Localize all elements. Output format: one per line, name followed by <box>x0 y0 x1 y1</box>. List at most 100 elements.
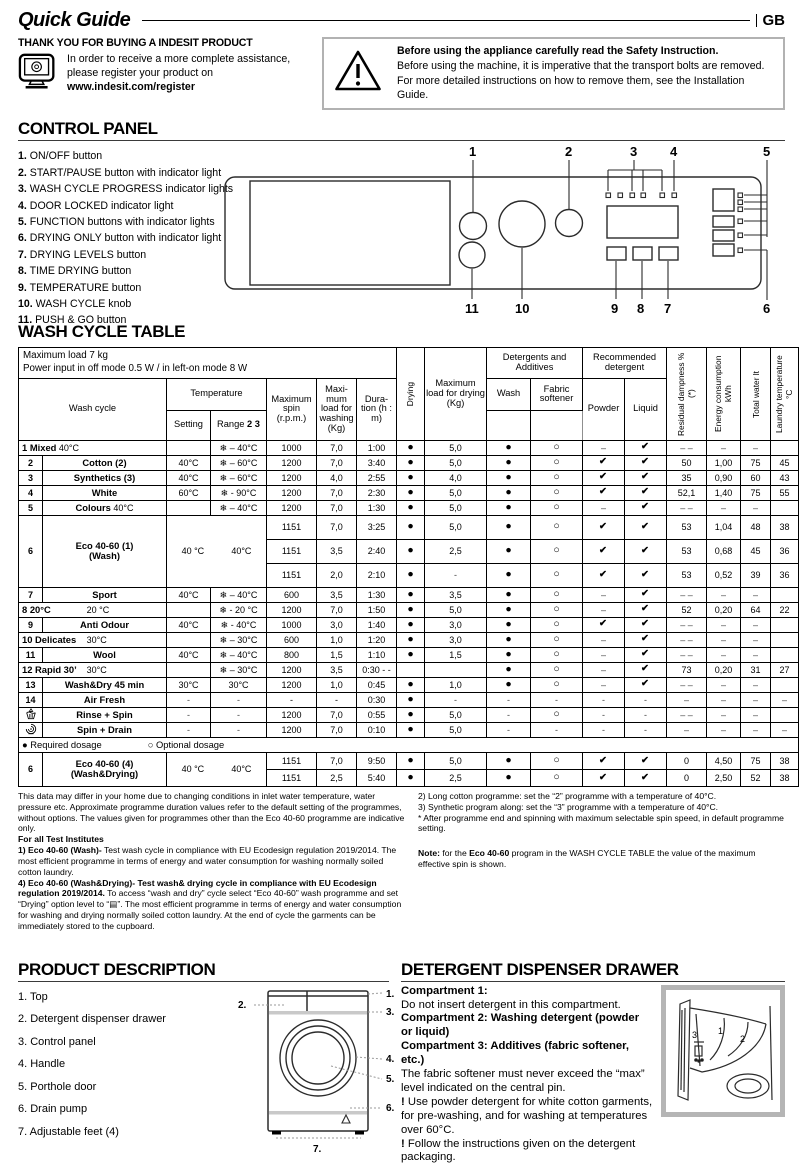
safety-notice-box: Before using the appliance carefully rea… <box>322 37 785 110</box>
table-cell: ● <box>397 647 425 662</box>
table-cell: - <box>625 692 667 707</box>
table-cell: 52 <box>741 769 771 786</box>
table-cell: ✔ <box>625 440 667 455</box>
span-el: Rinse + Spin <box>76 709 133 720</box>
table-cell: Sport <box>43 587 167 602</box>
table-cell: ❄ – 60°C <box>211 470 267 485</box>
table-cell: ● <box>487 769 531 786</box>
rect-el <box>606 193 611 198</box>
callout-label: 9 <box>611 301 618 315</box>
table-cell: 35 <box>667 470 707 485</box>
span-el: Compartment 1: <box>401 985 488 997</box>
col-header-load: Maxi-mum load for washing (Kg) <box>317 378 357 440</box>
table-cell: 7,0 <box>317 752 357 769</box>
table-cell: 1151 <box>267 515 317 539</box>
table-cell: 1200 <box>267 455 317 470</box>
span-el: 1 Mixed <box>22 442 56 453</box>
callout-label: 5. <box>386 1074 395 1085</box>
table-cell: ○ <box>531 470 583 485</box>
ellipse-el <box>735 1079 761 1093</box>
svg-el <box>334 49 382 93</box>
table-cell: 27 <box>771 662 799 677</box>
span-el: For all Test Institutes <box>18 834 104 844</box>
table-cell: 73 <box>667 662 707 677</box>
span-el: Spin + Drain <box>77 724 132 735</box>
b-el: 7. <box>18 249 27 261</box>
table-cell: ● <box>397 769 425 786</box>
table-cell: ✔ <box>625 752 667 769</box>
span-el: Compartment 2: Washing detergent (powder… <box>401 1012 639 1038</box>
table-cell: 5,0 <box>425 455 487 470</box>
table-cell: 3,5 <box>425 587 487 602</box>
table-cell: ● Required dosage○ Optional dosage <box>19 737 799 752</box>
table-cell: ○ <box>531 707 583 722</box>
span-el: In order to receive a more complete assi… <box>67 53 290 65</box>
span-el: 40°C <box>231 764 251 774</box>
table-cell: 40°C <box>167 587 211 602</box>
p-el: The fabric softener must never exceed th… <box>401 1068 653 1096</box>
span-el: 3) Synthetic program along: set the “3” … <box>418 802 718 812</box>
circle-el <box>460 213 487 240</box>
col-header-setting: Setting <box>167 410 211 440</box>
table-cell: – <box>583 602 625 617</box>
div-el: Drying <box>405 382 415 406</box>
b-el: 6. <box>18 232 27 244</box>
span-el: Compartment 3: Additives (fabric softene… <box>401 1040 629 1066</box>
circle-el <box>32 62 42 72</box>
table-cell: – <box>707 617 741 632</box>
table-cell: ✔ <box>583 515 625 539</box>
table-cell: ● <box>487 485 531 500</box>
table-cell: 36 <box>771 563 799 587</box>
circle-el <box>286 1026 350 1090</box>
table-cell <box>771 632 799 647</box>
col-header-water: Total water lt <box>741 348 771 440</box>
table-cell: 0,90 <box>707 470 741 485</box>
table-cell: - <box>425 692 487 707</box>
circle-el <box>459 242 485 268</box>
div-el: Total water lt <box>751 371 761 418</box>
table-cell: 5,0 <box>425 500 487 515</box>
circle-el <box>35 65 39 69</box>
b-el: 2 3 <box>247 419 260 429</box>
table-cell: 5:40 <box>357 769 397 786</box>
table-cell <box>167 500 211 515</box>
table-header: Maximum load 7 kg Power input in off mod… <box>19 348 799 440</box>
span-el: Synthetics (3) <box>74 472 135 483</box>
table-cell: 1,5 <box>317 647 357 662</box>
table-cell: 2 <box>19 455 43 470</box>
p-el: 1) Eco 40-60 (Wash)- Test wash cycle in … <box>18 845 406 877</box>
safety-line-3: For more detailed instructions on how to… <box>397 74 773 104</box>
col-header-dryload: Maximum load for drying (Kg) <box>425 348 487 440</box>
table-cell: – <box>707 500 741 515</box>
svg-el <box>18 52 60 92</box>
table-cell: – <box>583 500 625 515</box>
table-cell: - <box>583 707 625 722</box>
table-cell: 7,0 <box>317 602 357 617</box>
table-cell: ❄ - 90°C <box>211 485 267 500</box>
span-el: 40 °C <box>182 546 205 556</box>
table-cell: Wash&Dry 45 min <box>43 677 167 692</box>
table-cell: 1200 <box>267 722 317 737</box>
table-cell: 11 <box>19 647 43 662</box>
rect-el <box>633 247 652 260</box>
table-cell: ✔ <box>583 470 625 485</box>
table-cell: ○ <box>531 515 583 539</box>
dispenser-drawer-diagram: 1 2 3 <box>666 990 780 1112</box>
col-header-drying: Drying <box>397 348 425 440</box>
register-text: In order to receive a more complete assi… <box>67 52 290 94</box>
circle-el <box>695 1059 697 1061</box>
intro-section: THANK YOU FOR BUYING A INDESIT PRODUCT I… <box>18 37 785 110</box>
table-cell <box>771 440 799 455</box>
table-cell: – <box>741 500 771 515</box>
table-cell: – – <box>667 440 707 455</box>
table-cell: 38 <box>771 515 799 539</box>
table-cell: 800 <box>267 647 317 662</box>
table-cell <box>167 632 211 647</box>
table-cell: 5,0 <box>425 707 487 722</box>
callout-label: 11 <box>465 301 479 315</box>
table-cell: ○ <box>531 617 583 632</box>
